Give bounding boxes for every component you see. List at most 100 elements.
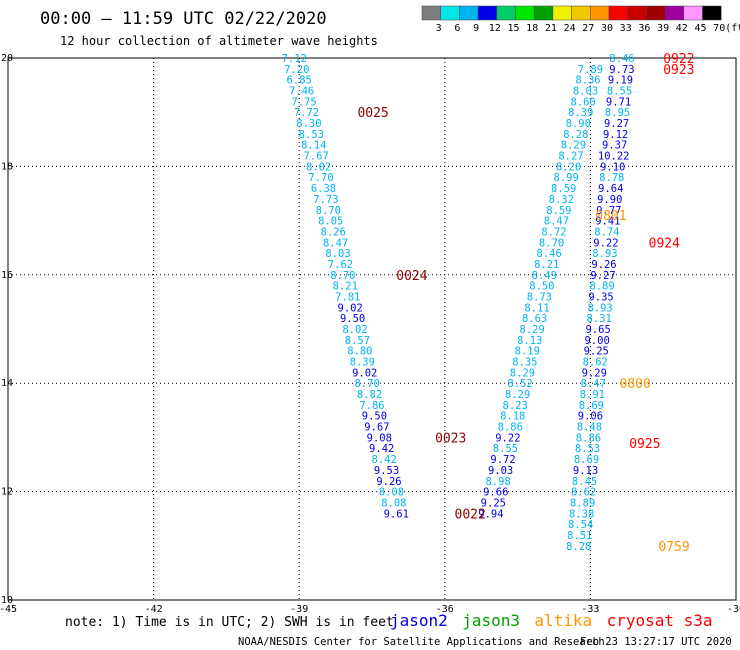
wave-height-label: 8.95 xyxy=(605,107,630,119)
wave-height-label: 6.85 xyxy=(287,75,312,87)
wave-height-label: 8.31 xyxy=(586,313,611,325)
wave-height-label: 8.93 xyxy=(592,248,617,260)
wave-height-label: 8.53 xyxy=(299,129,324,141)
wave-height-label: 9.02 xyxy=(352,367,377,379)
color-scale-tick: 33 xyxy=(620,23,632,34)
x-tick-label: -45 xyxy=(0,604,17,615)
wave-height-label: 8.19 xyxy=(515,346,540,358)
wave-height-label: 8.20 xyxy=(556,161,581,173)
wave-height-label: 8.93 xyxy=(587,302,612,314)
color-scale-tick: 30 xyxy=(601,23,613,34)
wave-height-label: 9.12 xyxy=(603,129,628,141)
pass-label: 0759 xyxy=(658,540,689,555)
wave-height-label: 7.89 xyxy=(578,64,603,76)
color-scale-swatch xyxy=(683,5,703,21)
y-tick-label: 10 xyxy=(1,595,13,606)
color-scale-tick: 24 xyxy=(564,23,576,34)
wave-height-label: 9.50 xyxy=(362,411,387,423)
color-scale-swatch xyxy=(627,5,647,21)
wave-height-label: 8.70 xyxy=(539,237,564,249)
wave-height-label: 8.29 xyxy=(505,389,530,401)
pass-label: 0800 xyxy=(620,377,651,392)
wave-height-label: 8.51 xyxy=(567,530,592,542)
legend-entry: cryosat s3a xyxy=(607,611,713,630)
wave-height-label: 8.35 xyxy=(512,357,537,369)
wave-height-label: 8.38 xyxy=(569,508,594,520)
wave-height-label: 8.72 xyxy=(541,226,566,238)
wave-height-label: 8.05 xyxy=(318,216,343,228)
wave-height-label: 8.02 xyxy=(306,161,331,173)
wave-height-label: 7.12 xyxy=(282,53,307,65)
y-tick-label: 12 xyxy=(1,487,13,498)
color-scale-tick: 6 xyxy=(454,23,460,34)
wave-height-label: 8.70 xyxy=(316,205,341,217)
wave-height-label: 7.72 xyxy=(294,107,319,119)
legend-entry: altika xyxy=(534,611,592,630)
wave-height-label: 9.77 xyxy=(596,205,621,217)
x-tick-label: -36 xyxy=(436,604,454,615)
color-scale-swatch xyxy=(552,5,572,21)
wave-height-label: 8.50 xyxy=(529,281,554,293)
wave-height-label: 8.30 xyxy=(296,118,321,130)
color-scale-tick: 70 xyxy=(713,23,725,34)
wave-height-label: 8.47 xyxy=(323,237,348,249)
wave-height-label: 8.91 xyxy=(580,389,605,401)
wave-height-label: 7.81 xyxy=(335,291,360,303)
wave-height-label: 9.42 xyxy=(369,443,394,455)
wave-height-label: 8.86 xyxy=(576,432,601,444)
wave-height-label: 8.39 xyxy=(568,107,593,119)
wave-height-points: 7.127.206.857.467.757.728.308.538.147.67… xyxy=(282,53,635,553)
color-scale-swatch xyxy=(571,5,591,21)
color-scale-swatch xyxy=(421,5,441,21)
wave-height-label: 8.23 xyxy=(503,400,528,412)
wave-height-label: 9.41 xyxy=(595,216,620,228)
y-tick-label: 20 xyxy=(1,53,13,64)
wave-height-label: 8.52 xyxy=(507,378,532,390)
x-tick-label: -39 xyxy=(290,604,308,615)
color-scale-swatch xyxy=(459,5,479,21)
wave-height-label: 8.54 xyxy=(568,519,593,531)
wave-height-label: 7.86 xyxy=(359,400,384,412)
wave-height-label: 6.38 xyxy=(311,183,336,195)
wave-height-label: 8.46 xyxy=(536,248,561,260)
wave-height-label: 8.78 xyxy=(599,172,624,184)
wave-height-label: 9.94 xyxy=(478,508,503,520)
wave-height-label: 7.70 xyxy=(308,172,333,184)
wave-height-label: 8.29 xyxy=(561,140,586,152)
wave-height-label: 9.50 xyxy=(340,313,365,325)
wave-height-label: 9.64 xyxy=(598,183,623,195)
color-scale-swatch xyxy=(608,5,628,21)
color-scale-tick: 27 xyxy=(582,23,594,34)
color-scale-swatch xyxy=(702,5,722,21)
wave-height-label: 8.29 xyxy=(520,324,545,336)
wave-height-label: 8.21 xyxy=(333,281,358,293)
wave-height-label: 8.62 xyxy=(571,487,596,499)
wave-height-label: 10.22 xyxy=(598,151,630,163)
wave-height-label: 8.18 xyxy=(500,411,525,423)
color-scale-unit: (ft) xyxy=(725,23,740,34)
wave-height-label: 9.00 xyxy=(585,335,610,347)
color-scale-tick: 42 xyxy=(676,23,688,34)
color-scale-swatch xyxy=(440,5,460,21)
wave-height-label: 8.08 xyxy=(379,487,404,499)
color-scale-tick: 9 xyxy=(473,23,479,34)
wave-height-label: 8.29 xyxy=(510,367,535,379)
wave-height-label: 9.90 xyxy=(597,194,622,206)
wave-height-label: 9.71 xyxy=(606,96,631,108)
color-scale-swatch xyxy=(590,5,610,21)
pass-label: 0023 xyxy=(435,431,466,446)
color-scale-tick: 18 xyxy=(526,23,538,34)
chart-title: 00:00 – 11:59 UTC 02/22/2020 xyxy=(40,9,327,29)
pass-label: 0022 xyxy=(455,507,486,522)
wave-height-label: 8.27 xyxy=(558,151,583,163)
legend-entry: jason2 xyxy=(390,611,448,630)
wave-height-label: 9.35 xyxy=(588,291,613,303)
satellite-legend: jason2 jason3 altika cryosat s3a xyxy=(390,611,713,630)
wave-height-label: 9.73 xyxy=(609,64,634,76)
wave-height-label: 9.25 xyxy=(481,497,506,509)
plot-grid: -45 -42 -39 -36 -33 -30 10 12 14 16 18 20 xyxy=(0,53,740,615)
x-tick-label: -33 xyxy=(581,604,599,615)
wave-height-label: 8.45 xyxy=(572,476,597,488)
wave-height-label: 8.62 xyxy=(583,357,608,369)
